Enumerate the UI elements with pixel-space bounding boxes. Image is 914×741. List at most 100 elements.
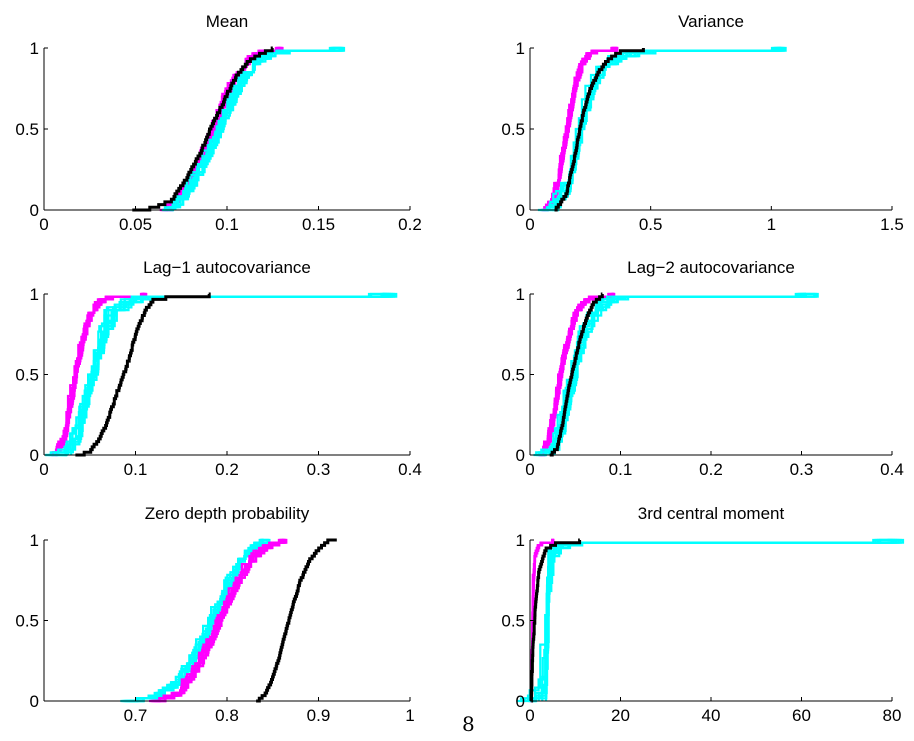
cdf-line-cyan — [554, 46, 781, 212]
x-tick-label: 0 — [39, 460, 48, 479]
cdf-line-magenta — [539, 292, 612, 457]
cdf-line-cyan — [48, 292, 394, 457]
x-tick-label: 80 — [883, 706, 902, 725]
series-magenta — [537, 292, 616, 457]
series-magenta — [51, 292, 148, 457]
x-tick-label: 0.1 — [124, 460, 148, 479]
cdf-line-cyan — [70, 292, 391, 455]
cdf-line-black — [75, 292, 211, 457]
cdf-line-cyan — [537, 538, 888, 701]
y-tick-label: 0.5 — [501, 120, 525, 139]
cdf-line-cyan — [544, 538, 888, 701]
x-tick-label: 1 — [767, 215, 776, 234]
cdf-line-cyan — [550, 292, 806, 455]
cdf-line-black — [549, 292, 604, 457]
series-magenta — [541, 46, 619, 212]
x-tick-label: 0.2 — [699, 460, 723, 479]
cdf-line-black — [256, 538, 337, 703]
x-tick-label: 1.5 — [880, 215, 904, 234]
y-tick-label: 0.5 — [501, 366, 525, 385]
subplot-2: 0 0.5 1 1.5 0 0.5 1 Variance — [501, 12, 903, 234]
x-tick-label: 0 — [525, 460, 534, 479]
cdf-line-cyan — [541, 538, 898, 701]
x-tick-label: 40 — [702, 706, 721, 725]
cdf-line-cyan — [523, 538, 902, 701]
y-tick-label: 0.5 — [15, 366, 39, 385]
x-tick-label: 0.1 — [215, 215, 239, 234]
y-tick-label: 0 — [30, 692, 39, 711]
x-tick-label: 0.3 — [790, 460, 814, 479]
x-tick-label: 20 — [611, 706, 630, 725]
cdf-line-cyan — [540, 292, 818, 455]
series-black — [554, 48, 645, 212]
cdf-line-cyan — [519, 538, 888, 701]
cdf-line-cyan — [553, 292, 806, 455]
subplot-title: Zero depth probability — [145, 504, 310, 523]
subplot-title: 3rd central moment — [638, 504, 785, 523]
x-tick-label: 0.4 — [398, 460, 422, 479]
cdf-line-black — [132, 46, 274, 212]
subplot-title: Mean — [206, 12, 249, 31]
cdf-line-cyan — [537, 46, 781, 212]
x-tick-label: 0.1 — [609, 460, 633, 479]
x-tick-label: 0.2 — [215, 460, 239, 479]
x-tick-label: 0.5 — [639, 215, 663, 234]
series-black — [530, 538, 582, 703]
subplot-3: 0 0.1 0.2 0.3 0.4 0 0.5 1 Lag−1 autocovariance — [15, 258, 421, 479]
page-number: 8 — [462, 712, 475, 736]
x-tick-label: 60 — [792, 706, 811, 725]
x-tick-label: 0.8 — [215, 706, 239, 725]
subplot-title: Lag−2 autocovariance — [627, 258, 795, 277]
cdf-line-cyan — [537, 292, 806, 455]
y-tick-label: 1 — [30, 285, 39, 304]
cdf-line-magenta — [51, 292, 148, 457]
y-tick-label: 0.5 — [501, 612, 525, 631]
series-black — [549, 292, 604, 457]
cdf-line-cyan — [531, 538, 905, 703]
x-tick-label: 0 — [525, 706, 534, 725]
cdf-line-cyan — [552, 46, 786, 212]
series-cyan — [45, 292, 398, 457]
y-tick-label: 0.5 — [15, 120, 39, 139]
y-tick-label: 1 — [516, 531, 525, 550]
cdf-line-cyan — [45, 292, 383, 457]
x-tick-label: 0 — [39, 215, 48, 234]
x-tick-label: 0.9 — [307, 706, 331, 725]
x-tick-label: 0.15 — [302, 215, 335, 234]
subplot-6: 0 20 40 60 80 0 0.5 1 3rd central moment — [501, 504, 905, 725]
y-tick-label: 0 — [30, 446, 39, 465]
cdf-line-cyan — [534, 538, 895, 701]
series-black — [75, 292, 211, 457]
cdf-line-cyan — [174, 46, 337, 210]
cdf-line-black — [554, 48, 645, 212]
subplot-title: Lag−1 autocovariance — [143, 258, 311, 277]
x-tick-label: 1 — [405, 706, 414, 725]
series-black — [256, 538, 337, 703]
cdf-line-magenta — [541, 46, 615, 212]
y-tick-label: 0 — [516, 446, 525, 465]
subplot-title: Variance — [678, 12, 744, 31]
y-tick-label: 0 — [516, 201, 525, 220]
subplot-4: 0 0.1 0.2 0.3 0.4 0 0.5 1 Lag−2 autocovariance — [501, 258, 903, 479]
cdf-line-cyan — [172, 46, 341, 210]
x-tick-label: 0.4 — [880, 460, 904, 479]
subplot-1: 0 0.05 0.1 0.15 0.2 0 0.5 1 Mean — [15, 12, 421, 234]
x-tick-label: 0.7 — [124, 706, 148, 725]
y-tick-label: 1 — [30, 39, 39, 58]
y-tick-label: 1 — [30, 531, 39, 550]
y-tick-label: 1 — [516, 39, 525, 58]
y-tick-label: 0 — [516, 692, 525, 711]
series-cyan — [517, 538, 905, 703]
x-tick-label: 0.3 — [307, 460, 331, 479]
cdf-line-black — [530, 538, 582, 703]
y-tick-label: 0 — [30, 201, 39, 220]
cdf-line-cyan — [555, 46, 787, 210]
cdf-line-cyan — [544, 292, 806, 457]
cdf-line-cyan — [556, 46, 781, 212]
series-magenta — [149, 538, 288, 703]
cdf-line-cyan — [526, 538, 893, 701]
cdf-line-cyan — [64, 292, 389, 457]
x-tick-label: 0.05 — [119, 215, 152, 234]
cdf-line-magenta — [151, 538, 288, 703]
